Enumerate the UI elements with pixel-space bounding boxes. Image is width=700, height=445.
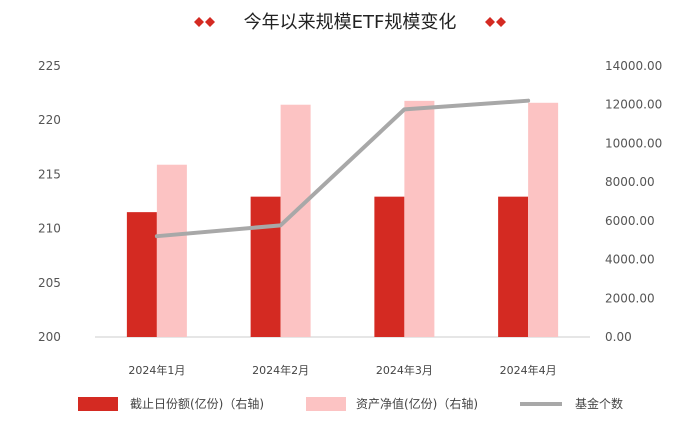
left-axis-tick-label: 205 bbox=[38, 276, 61, 290]
left-axis-tick-label: 225 bbox=[38, 59, 61, 73]
title-diamond-left-1 bbox=[194, 17, 204, 27]
bar-shares bbox=[374, 196, 405, 337]
bar-nav bbox=[404, 100, 435, 337]
x-axis-category-label: 2024年3月 bbox=[376, 363, 433, 377]
right-axis-tick-label: 0.00 bbox=[605, 330, 632, 344]
legend-label-fund-count: 基金个数 bbox=[575, 396, 623, 411]
title-diamond-left-2 bbox=[205, 17, 215, 27]
left-axis-tick-label: 200 bbox=[38, 330, 61, 344]
title-diamond-right-1 bbox=[485, 17, 495, 27]
bar-shares bbox=[126, 212, 157, 337]
left-axis-tick-label: 220 bbox=[38, 113, 61, 127]
legend-swatch-nav bbox=[306, 397, 346, 411]
line-fund-count bbox=[154, 98, 531, 239]
chart-title: 今年以来规模ETF规模变化 bbox=[244, 12, 457, 33]
x-axis-category-label: 2024年2月 bbox=[252, 363, 309, 377]
right-axis-tick-label: 8000.00 bbox=[605, 175, 655, 189]
legend-swatch-shares bbox=[78, 397, 118, 411]
bar-nav bbox=[156, 164, 187, 337]
right-axis-tick-label: 10000.00 bbox=[605, 136, 662, 150]
bar-nav bbox=[528, 102, 559, 338]
legend-label-shares: 截止日份额(亿份)（右轴) bbox=[130, 396, 264, 411]
bar-shares bbox=[498, 196, 529, 337]
right-axis-tick-label: 14000.00 bbox=[605, 59, 662, 73]
bar-shares bbox=[250, 196, 281, 337]
left-axis-tick-label: 210 bbox=[38, 222, 61, 236]
x-axis-category-label: 2024年4月 bbox=[500, 363, 557, 377]
right-axis-tick-label: 6000.00 bbox=[605, 214, 655, 228]
title-diamond-right-2 bbox=[496, 17, 506, 27]
right-axis-tick-label: 2000.00 bbox=[605, 291, 655, 305]
legend-label-nav: 资产净值(亿份)（右轴) bbox=[356, 396, 478, 411]
x-axis-category-label: 2024年1月 bbox=[128, 363, 185, 377]
right-axis-tick-label: 4000.00 bbox=[605, 253, 655, 267]
left-axis-tick-label: 215 bbox=[38, 167, 61, 181]
right-axis-tick-label: 12000.00 bbox=[605, 98, 662, 112]
